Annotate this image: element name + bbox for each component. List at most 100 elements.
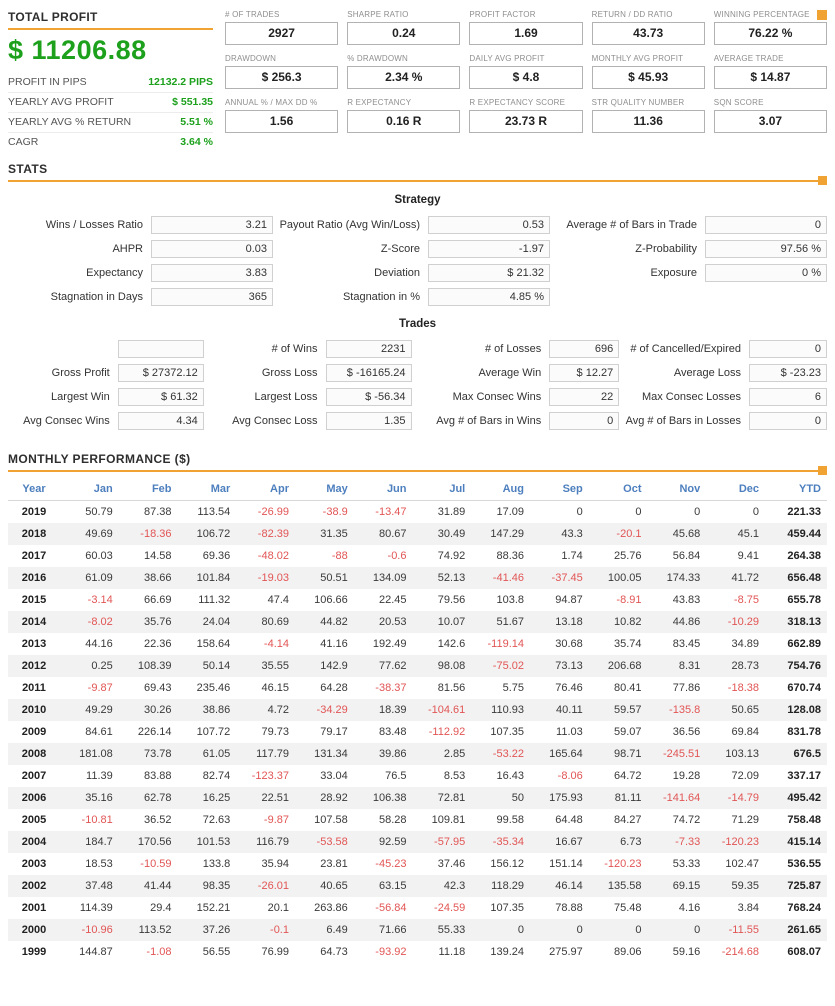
monthly-cell: 73.78 (143, 748, 172, 760)
monthly-cell: 36.56 (672, 726, 701, 738)
monthly-header-row: Year Jan Feb Mar Apr May Jun Jul Aug Sep Oct Nov Dec… (8, 478, 827, 501)
monthly-cell: 71.29 (731, 814, 759, 826)
monthly-cell: 98.35 (202, 880, 231, 892)
monthly-cell: 20.1 (267, 902, 289, 914)
monthly-cell: 56.55 (202, 946, 231, 958)
report-page: TOTAL PROFIT $ 11206.88 PROFIT IN PIPS 12… (8, 10, 827, 958)
profit-summary-row: YEARLY AVG PROFIT $ 551.35 (8, 93, 213, 113)
stats-cell-label: Gross Loss (261, 366, 318, 379)
stat-box-label: % DRAWDOWN (347, 54, 408, 63)
monthly-ytd-cell: 725.87 (787, 880, 821, 892)
stat-box-value: $ 14.87 (713, 66, 827, 89)
monthly-cell: 147.29 (490, 528, 524, 540)
monthly-cell: -75.02 (492, 660, 524, 672)
monthly-cell: 14.58 (143, 550, 172, 562)
stat-box: ANNUAL % / MAX DD % 1.56 (225, 98, 339, 133)
monthly-cell: 80.69 (261, 616, 289, 628)
monthly-cell: 40.65 (320, 880, 348, 892)
monthly-cell: 100.05 (607, 572, 642, 584)
monthly-cell: -18.36 (140, 528, 172, 540)
monthly-row: 2005 -10.81 36.52 72.63 -9.87 107.58 58.28 109.… (8, 809, 827, 831)
stat-box: R EXPECTANCY 0.16 R (347, 98, 461, 133)
monthly-column-header: Nov (647, 478, 707, 501)
monthly-ytd-cell: 676.5 (793, 748, 821, 760)
monthly-cell: 76.46 (555, 682, 583, 694)
stat-box-value: 3.07 (713, 110, 827, 133)
profit-summary-row: YEARLY AVG % RETURN 5.51 % (8, 113, 213, 133)
stats-cell: Deviation $ 21.32 (285, 263, 550, 282)
monthly-cell: 80.41 (613, 682, 642, 694)
monthly-cell: 66.69 (143, 594, 172, 606)
monthly-cell: 11.03 (556, 726, 583, 738)
profit-summary-list: PROFIT IN PIPS 12132.2 PIPS YEARLY AVG PRO… (8, 73, 213, 152)
monthly-cell: 89.06 (613, 946, 642, 958)
monthly-cell: 106.72 (196, 528, 231, 540)
stat-box-value: $ 45.93 (591, 66, 705, 89)
monthly-cell: 77.62 (378, 660, 407, 672)
monthly-cell: 0 (635, 506, 642, 518)
monthly-cell: 58.28 (378, 814, 407, 826)
monthly-cell: -24.59 (434, 902, 466, 914)
monthly-ytd-cell: 670.74 (787, 682, 821, 694)
stat-box: PROFIT FACTOR 1.69 (469, 10, 583, 45)
monthly-cell: 59.16 (672, 946, 701, 958)
trades-subsection: Trades # of Wins 2231 # of Losses 696 # of C… (8, 318, 827, 430)
stat-box: STR QUALITY NUMBER 11.36 (591, 98, 705, 133)
monthly-cell: 36.52 (143, 814, 172, 826)
monthly-year-cell: 1999 (21, 946, 47, 958)
monthly-cell: 69.84 (731, 726, 759, 738)
stats-row: Expectancy 3.83 Deviation $ 21.32 Exposure 0 … (8, 263, 827, 282)
stats-cell-label: Payout Ratio (Avg Win/Loss) (279, 218, 420, 231)
monthly-cell: -8.06 (557, 770, 583, 782)
monthly-cell: 37.48 (85, 880, 113, 892)
monthly-cell: -26.01 (257, 880, 289, 892)
monthly-cell: 74.72 (672, 814, 701, 826)
monthly-cell: 235.46 (196, 682, 231, 694)
monthly-cell: -214.68 (721, 946, 759, 958)
stats-cell-label: Avg # of Bars in Losses (625, 414, 741, 427)
stat-box: R EXPECTANCY SCORE 23.73 R (469, 98, 583, 133)
monthly-cell: 8.53 (443, 770, 466, 782)
stats-cell-value: 0 (749, 411, 827, 430)
monthly-cell: 102.47 (725, 858, 759, 870)
accent-square-icon (818, 466, 827, 475)
monthly-cell: 0 (694, 924, 701, 936)
monthly-cell: 23.81 (320, 858, 348, 870)
monthly-cell: 98.71 (613, 748, 642, 760)
stats-cell-label: # of Losses (484, 342, 542, 355)
monthly-cell: 107.58 (314, 814, 348, 826)
monthly-cell: 8.31 (678, 660, 701, 672)
monthly-cell: 30.49 (437, 528, 466, 540)
monthly-year-cell: 2016 (21, 572, 47, 584)
stats-cell-label: Largest Loss (254, 390, 318, 403)
monthly-year-cell: 2004 (21, 836, 47, 848)
stat-box-value: 76.22 % (713, 22, 827, 45)
monthly-cell: 116.79 (256, 836, 289, 848)
monthly-cell: -41.46 (492, 572, 524, 584)
accent-square-icon (818, 176, 827, 185)
monthly-column-header: Oct (588, 478, 648, 501)
monthly-row: 2008 181.08 73.78 61.05 117.79 131.34 39.86 2.8… (8, 743, 827, 765)
monthly-cell: 4.16 (678, 902, 701, 914)
stats-cell-label: Stagnation in % (342, 290, 420, 303)
monthly-cell: 43.3 (561, 528, 583, 540)
monthly-cell: 59.57 (613, 704, 642, 716)
monthly-cell: 82.74 (202, 770, 231, 782)
stat-box: RETURN / DD RATIO 43.73 (591, 10, 705, 45)
monthly-cell: -19.03 (257, 572, 289, 584)
monthly-cell: 63.15 (378, 880, 407, 892)
monthly-cell: -45.23 (375, 858, 407, 870)
monthly-row: 2018 49.69 -18.36 106.72 -82.39 31.35 80.67 30.… (8, 523, 827, 545)
stats-cell-label: Deviation (374, 266, 420, 279)
monthly-cell: 50.79 (85, 506, 113, 518)
monthly-ytd-cell: 264.38 (787, 550, 821, 562)
monthly-cell: 133.8 (202, 858, 231, 870)
stats-row: AHPR 0.03 Z-Score -1.97 Z-Probability 97.56 % (8, 239, 827, 258)
monthly-cell: 46.15 (261, 682, 289, 694)
monthly-cell: 92.59 (378, 836, 407, 848)
monthly-cell: -8.75 (733, 594, 759, 606)
monthly-cell: 49.69 (85, 528, 113, 540)
monthly-year-cell: 2018 (21, 528, 47, 540)
stats-cell (8, 339, 204, 358)
monthly-column-header: Feb (118, 478, 178, 501)
